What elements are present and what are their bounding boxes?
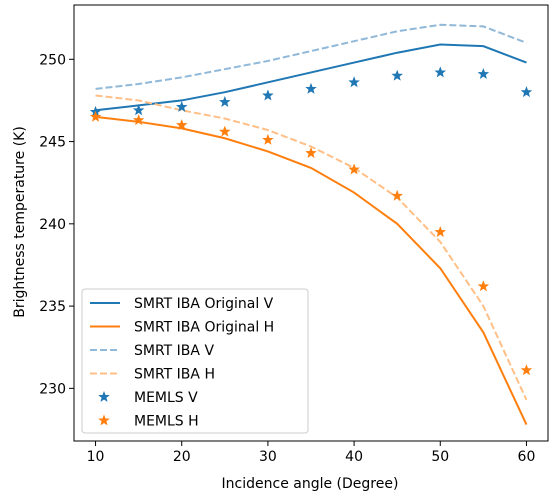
memls-h-point bbox=[391, 189, 403, 201]
y-tick-label: 230 bbox=[39, 381, 66, 397]
memls-h-point bbox=[89, 110, 102, 122]
smrt-iba-original-v-line bbox=[95, 43, 527, 112]
memls-h-point bbox=[262, 133, 274, 145]
y-tick-label: 245 bbox=[39, 135, 66, 151]
memls-v-point bbox=[262, 89, 274, 101]
smrt-iba-original-h-line bbox=[95, 115, 528, 425]
memls-v-point bbox=[175, 100, 188, 112]
memls-v-point bbox=[434, 66, 447, 78]
memls-h-point bbox=[434, 226, 447, 237]
legend-box bbox=[81, 288, 309, 434]
legend-label-smrt-iba-h: SMRT IBA H bbox=[134, 367, 215, 383]
legend-swatch-memls-v bbox=[98, 390, 110, 402]
smrt-iba-h-line bbox=[95, 94, 528, 401]
y-tick-label: 235 bbox=[39, 299, 66, 315]
memls-v-point bbox=[305, 82, 317, 94]
legend: SMRT IBA Original V SMRT IBA Original H SM… bbox=[81, 288, 309, 434]
smrt-iba-v-line bbox=[95, 23, 527, 90]
memls-v-point bbox=[520, 86, 533, 98]
legend-label-smrt-iba-original-h: SMRT IBA Original H bbox=[134, 320, 274, 336]
legend-label-smrt-iba-v: SMRT IBA V bbox=[134, 343, 214, 359]
x-tick-label: 30 bbox=[259, 449, 277, 465]
plot-area bbox=[89, 23, 533, 425]
legend-label-smrt-iba-original-v: SMRT IBA Original V bbox=[134, 296, 274, 312]
x-axis-label: Incidence angle (Degree) bbox=[222, 476, 399, 492]
memls-v-point bbox=[391, 69, 403, 81]
legend-label-memls-v: MEMLS V bbox=[134, 390, 198, 406]
memls-h-point bbox=[348, 163, 360, 175]
x-tick-label: 10 bbox=[87, 449, 105, 465]
memls-h-point bbox=[520, 364, 533, 376]
legend-label-memls-h: MEMLS H bbox=[134, 414, 199, 430]
axes: 10 20 30 40 50 60 230 235 240 245 250 bbox=[39, 4, 549, 465]
memls-v-point bbox=[477, 68, 490, 79]
memls-h-point bbox=[175, 119, 188, 130]
y-tick-label: 250 bbox=[39, 52, 66, 68]
x-tick-label: 50 bbox=[431, 449, 449, 465]
legend-swatch-memls-h bbox=[98, 414, 110, 426]
memls-v-point bbox=[132, 104, 145, 116]
memls-h-point bbox=[305, 147, 317, 158]
memls-h-point bbox=[132, 114, 145, 126]
memls-v-point bbox=[219, 96, 231, 107]
y-axis-label: Brightness temperature (K) bbox=[12, 126, 28, 318]
memls-v-point bbox=[348, 76, 360, 88]
memls-h-point bbox=[219, 125, 231, 137]
x-tick-label: 40 bbox=[345, 449, 363, 465]
x-tick-label: 60 bbox=[518, 449, 536, 465]
memls-h-point bbox=[477, 280, 490, 292]
plot-frame bbox=[73, 4, 549, 442]
y-tick-label: 240 bbox=[39, 217, 66, 233]
x-tick-label: 20 bbox=[173, 449, 191, 465]
